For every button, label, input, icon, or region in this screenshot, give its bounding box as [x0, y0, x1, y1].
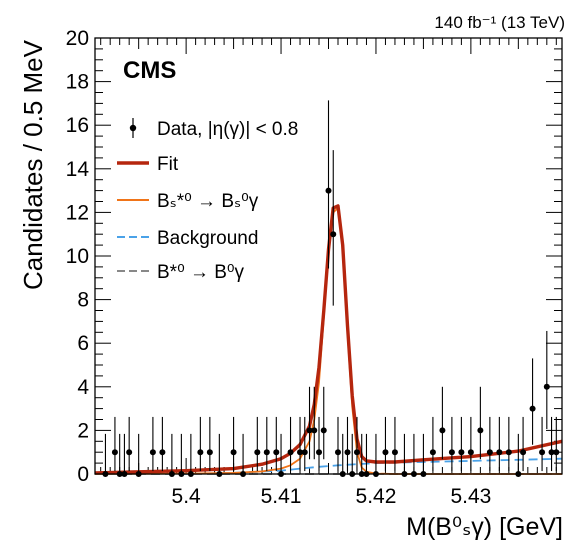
data-point — [496, 449, 503, 456]
data-point — [111, 449, 118, 456]
y-axis-label: Candidates / 0.5 MeV — [18, 39, 48, 290]
data-point — [159, 449, 166, 456]
luminosity-label: 140 fb⁻¹ (13 TeV) — [434, 13, 565, 32]
y-tick-label: 18 — [66, 71, 89, 94]
data-point — [539, 449, 546, 456]
data-point — [548, 449, 555, 456]
legend: Data, |η(γ)| < 0.8 Fit Bₛ*⁰ → Bₛ⁰γ Backgrou… — [117, 118, 298, 283]
x-tick-label: 5.4 — [172, 485, 202, 508]
legend-marker — [129, 124, 137, 132]
legend-label: Fit — [157, 154, 179, 175]
x-tick-label: 5.41 — [261, 485, 302, 508]
data-point — [320, 427, 327, 434]
data-point — [301, 449, 308, 456]
x-tick-label: 5.42 — [356, 485, 397, 508]
y-tick-label: 10 — [66, 245, 89, 268]
x-tick-label: 5.43 — [450, 485, 491, 508]
data-point — [505, 449, 512, 456]
plot-frame — [94, 37, 563, 475]
legend-label: B*⁰ → B⁰γ — [157, 262, 245, 283]
y-tick-label: 16 — [66, 114, 89, 137]
data-point — [439, 427, 446, 434]
data-point — [486, 449, 493, 456]
data-point — [553, 449, 560, 456]
data-point — [353, 449, 360, 456]
data-point — [334, 449, 341, 456]
data-points — [102, 100, 560, 477]
data-point — [477, 427, 484, 434]
data-point — [529, 405, 536, 412]
data-point — [520, 449, 527, 456]
data-point — [311, 427, 318, 434]
data-point — [316, 449, 323, 456]
experiment-label: CMS — [123, 57, 176, 84]
data-point — [543, 383, 550, 390]
y-tick-label: 20 — [66, 27, 89, 50]
data-point — [344, 449, 351, 456]
data-point — [306, 427, 313, 434]
data-point — [230, 449, 237, 456]
y-tick-label: 2 — [77, 419, 89, 442]
data-point — [330, 231, 337, 238]
y-tick-label: 4 — [77, 376, 89, 399]
x-axis-label: M(B⁰ₛγ) [GeV] — [406, 513, 563, 541]
y-tick-label: 14 — [66, 158, 90, 181]
y-tick-label: 6 — [77, 332, 89, 355]
data-point — [287, 449, 294, 456]
data-point — [467, 449, 474, 456]
legend-label: Background — [157, 228, 258, 249]
data-point — [325, 187, 332, 194]
data-point — [197, 449, 204, 456]
data-point — [254, 449, 261, 456]
data-point — [297, 449, 304, 456]
data-point — [458, 449, 465, 456]
legend-label: Bₛ*⁰ → Bₛ⁰γ — [157, 191, 259, 212]
data-point — [273, 449, 280, 456]
data-point — [126, 449, 133, 456]
legend-label: Data, |η(γ)| < 0.8 — [157, 119, 298, 140]
data-point — [429, 449, 436, 456]
y-tick-label: 8 — [77, 289, 89, 312]
data-point — [448, 449, 455, 456]
data-point — [391, 449, 398, 456]
data-point — [382, 449, 389, 456]
data-point — [149, 449, 156, 456]
y-tick-label: 0 — [77, 463, 89, 486]
data-point — [263, 449, 270, 456]
data-point — [206, 449, 213, 456]
y-tick-label: 12 — [66, 201, 89, 224]
